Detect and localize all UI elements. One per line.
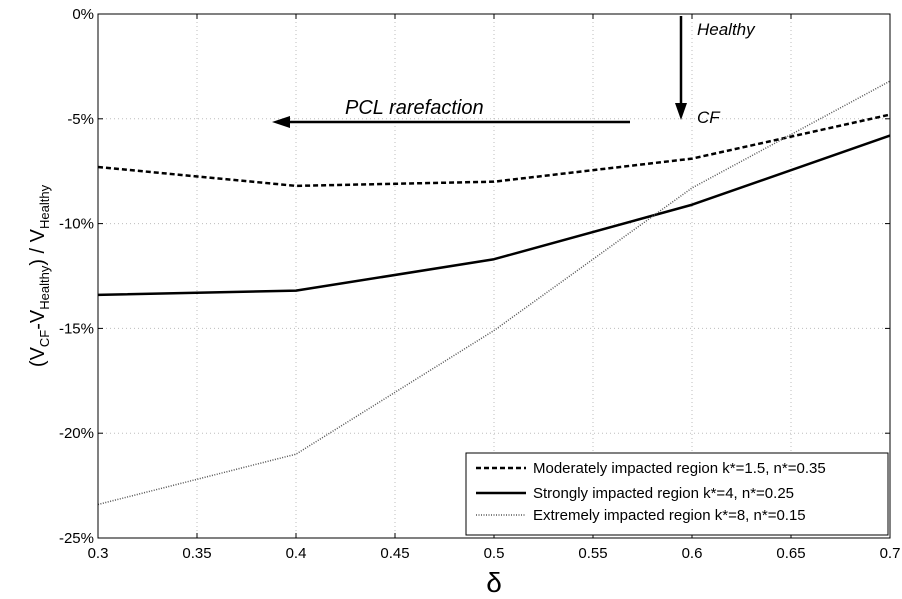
series-moderately-impacted xyxy=(97,113,891,188)
tick-layer: 0.3 0.35 0.4 0.45 0.5 0.55 0.6 0.65 0.7 0% -5% -10%… xyxy=(59,6,900,562)
grid xyxy=(98,14,890,538)
y-label-sub-cf: CF xyxy=(37,330,52,347)
y-tick-label: -15% xyxy=(59,320,94,337)
y-label-open: (V xyxy=(27,346,49,367)
x-tick-label: 0.3 xyxy=(88,545,109,562)
legend-label-strongly: Strongly impacted region k*=4, n*=0.25 xyxy=(533,485,794,502)
y-label-sub-healthy: Healthy xyxy=(37,265,52,310)
x-tick-label: 0.7 xyxy=(880,545,901,562)
annotation-pcl-rarefaction: PCL rarefaction xyxy=(345,97,484,119)
x-tick-label: 0.4 xyxy=(286,545,307,562)
annotation-cf: CF xyxy=(697,108,721,127)
annotations: Healthy CF PCL rarefaction xyxy=(272,16,756,128)
svg-text:(VCF-VHealthy) / VHealthy: (VCF-VHealthy) / VHealthy xyxy=(27,184,52,367)
x-tick-label: 0.55 xyxy=(578,545,607,562)
legend: Moderately impacted region k*=1.5, n*=0.… xyxy=(465,452,889,536)
annotation-healthy: Healthy xyxy=(697,20,756,39)
x-tick-label: 0.5 xyxy=(484,545,505,562)
x-axis-label: δ xyxy=(486,567,502,598)
y-axis-label: (VCF-VHealthy) / VHealthy xyxy=(27,184,52,367)
y-tick-label: -25% xyxy=(59,530,94,547)
y-tick-label: -5% xyxy=(67,111,94,128)
x-tick-label: 0.6 xyxy=(682,545,703,562)
series-strongly-impacted xyxy=(97,134,891,297)
legend-label-moderately: Moderately impacted region k*=1.5, n*=0.… xyxy=(533,460,826,477)
x-tick-label: 0.35 xyxy=(182,545,211,562)
y-label-minus-v: -V xyxy=(27,309,49,330)
y-label-sub-healthy-2: Healthy xyxy=(37,184,52,229)
x-tick-label: 0.45 xyxy=(380,545,409,562)
legend-label-extremely: Extremely impacted region k*=8, n*=0.15 xyxy=(533,507,806,524)
series-layer xyxy=(97,80,891,506)
y-label-close: ) / V xyxy=(27,228,49,265)
y-tick-label: 0% xyxy=(72,6,94,23)
series-extremely-impacted xyxy=(97,80,891,506)
y-tick-label: -20% xyxy=(59,425,94,442)
y-tick-label: -10% xyxy=(59,216,94,233)
legend-box xyxy=(465,452,889,536)
pcl-arrowhead xyxy=(272,116,290,128)
x-tick-label: 0.65 xyxy=(776,545,805,562)
healthy-cf-arrowhead xyxy=(675,103,687,120)
